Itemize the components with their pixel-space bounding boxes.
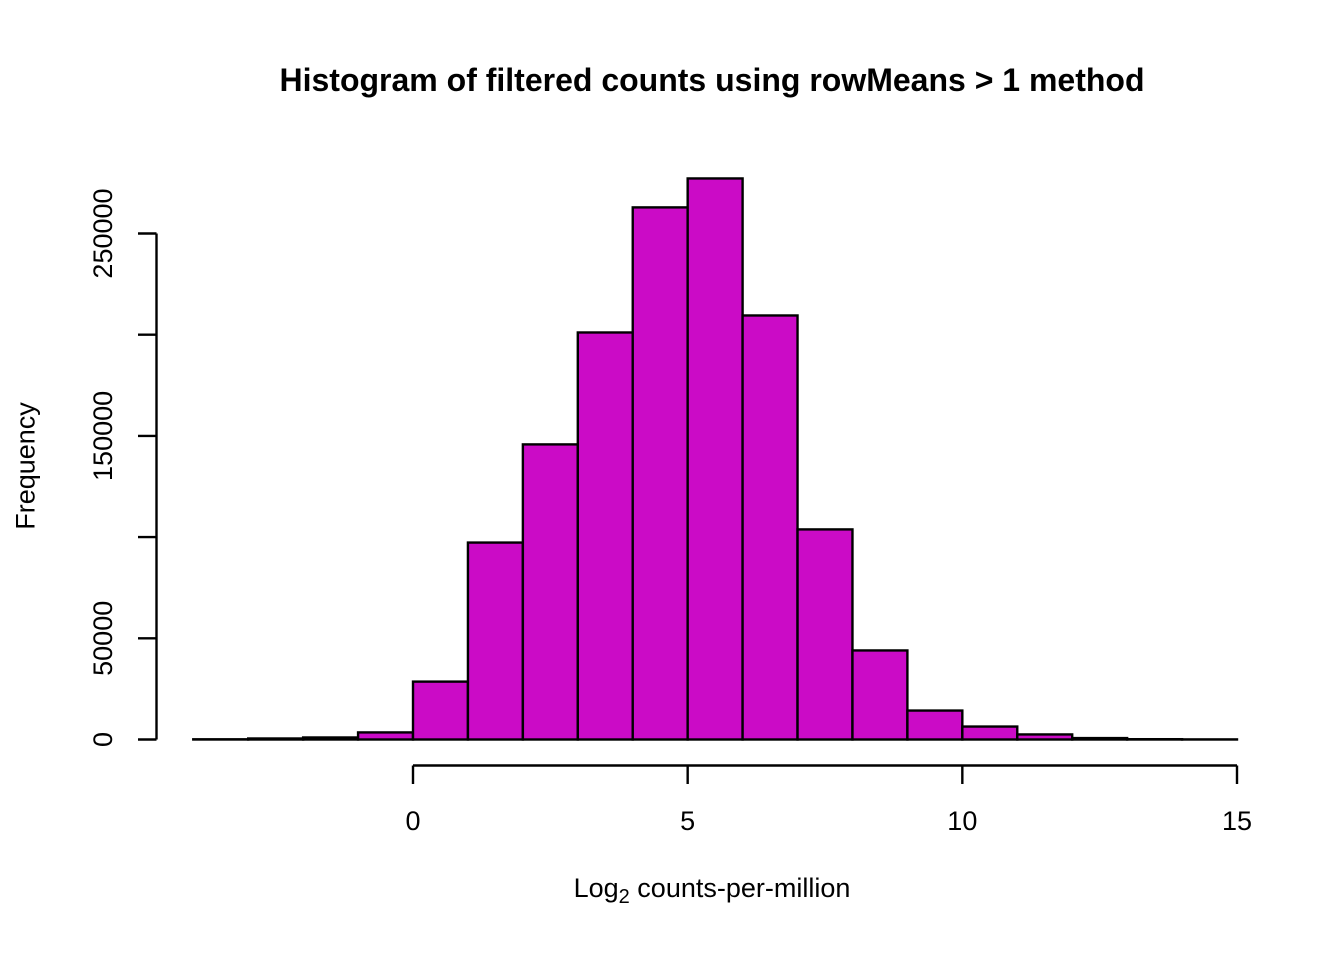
histogram-bar [741, 314, 799, 741]
histogram-bar [906, 709, 964, 741]
x-tick-label: 10 [947, 806, 977, 836]
histogram-bar [1070, 736, 1129, 741]
histogram-bar [301, 736, 360, 741]
histogram-bar [1016, 733, 1074, 741]
y-tick-label: 0 [88, 732, 118, 747]
histogram-bar [576, 331, 634, 741]
histogram-bar [466, 541, 525, 741]
histogram-bar [246, 737, 305, 741]
histogram-bar [521, 443, 579, 741]
y-tick-label: 50000 [88, 601, 118, 676]
histogram-bar [961, 725, 1019, 741]
x-axis-label: Log2 counts-per-million [157, 873, 1267, 908]
chart-title: Histogram of filtered counts using rowMe… [279, 62, 1145, 98]
histogram-bar [686, 177, 744, 741]
x-axis-label-subscript: 2 [618, 886, 630, 908]
x-axis-label-prefix: Log [573, 873, 619, 903]
y-tick-label: 150000 [88, 391, 118, 481]
x-tick-label: 5 [680, 806, 695, 836]
y-axis-label: Frequency [10, 402, 41, 530]
histogram-bar [411, 680, 470, 741]
x-axis-label-suffix: counts-per-million [629, 873, 851, 903]
y-tick-label: 250000 [88, 188, 118, 278]
x-tick-label: 15 [1222, 806, 1252, 836]
histogram-bar [631, 206, 689, 741]
histogram-bar [851, 649, 909, 741]
x-tick-label: 0 [405, 806, 420, 836]
histogram-bar [356, 731, 415, 741]
histogram-bar [796, 528, 854, 741]
